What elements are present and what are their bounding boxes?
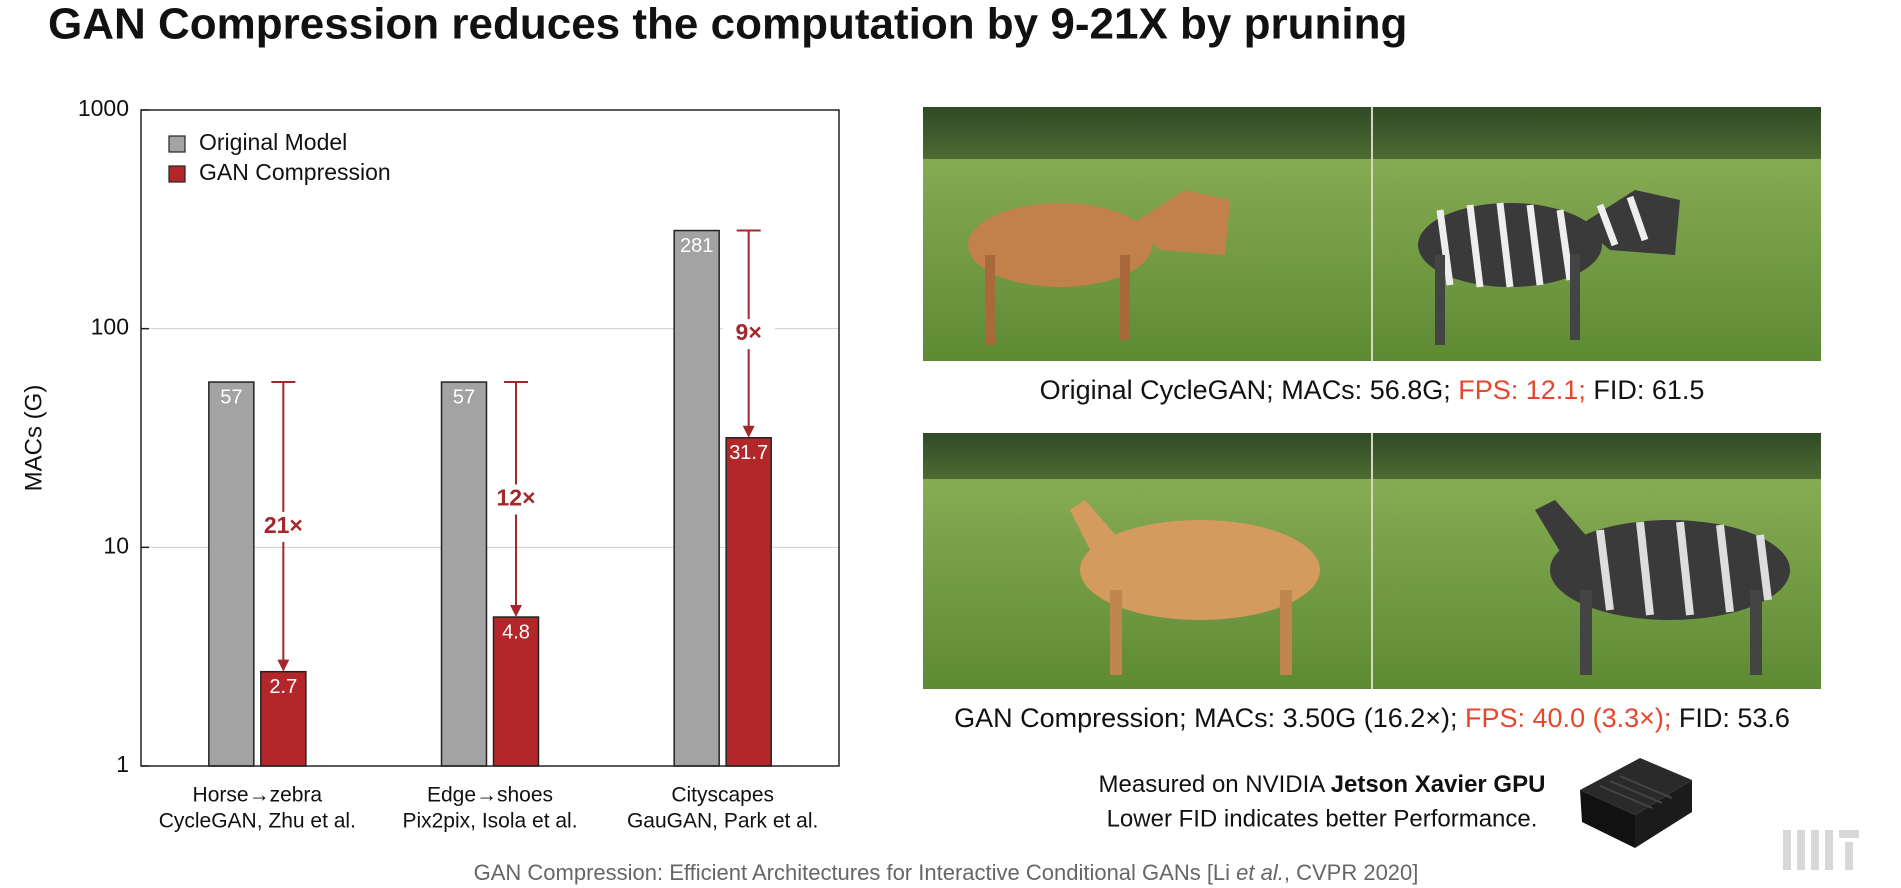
reduction-arrow-head: [277, 659, 290, 672]
photo-top: [923, 107, 1821, 361]
bar: [725, 437, 772, 767]
x-tick-label: Edge→shoes: [427, 784, 553, 807]
y-tick-label: 1000: [78, 95, 129, 121]
bar: [260, 670, 307, 767]
caption-part: GAN Compression; MACs: 3.50G (16.2×);: [954, 703, 1465, 733]
y-tick-label: 100: [91, 314, 129, 340]
x-tick-label: Horse→zebra: [193, 784, 323, 807]
reduction-label-bg: [490, 484, 542, 515]
bar: [440, 381, 488, 767]
reduction-arrow-head: [510, 605, 522, 618]
legend-swatch: [168, 135, 186, 153]
caption: GAN Compression; MACs: 3.50G (16.2×); FP…: [954, 703, 1790, 733]
reduction-label-bg: [257, 511, 310, 542]
reduction-label: 9×: [736, 319, 762, 345]
note-line: Lower FID indicates better Performance.: [1107, 805, 1538, 832]
caption-part: FID: 61.5: [1586, 375, 1705, 405]
x-tick-label: Cityscapes: [671, 784, 774, 807]
note-bold: Jetson Xavier GPU: [1331, 771, 1546, 798]
citation: GAN Compression: Efficient Architectures…: [474, 860, 1419, 885]
note-line: Measured on NVIDIA Jetson Xavier GPU: [1099, 771, 1546, 798]
caption-part: FPS: 12.1;: [1458, 375, 1586, 405]
value-label: 2.7: [269, 676, 297, 698]
gpu-icon: [1580, 758, 1692, 848]
reduction-arrow-head: [742, 425, 755, 438]
reduction-label-bg: [722, 319, 775, 350]
legend-label: GAN Compression: [199, 159, 391, 185]
citation-text: GAN Compression: Efficient Architectures…: [474, 860, 1237, 885]
value-label: 4.8: [502, 621, 530, 643]
value-label: 57: [220, 386, 242, 408]
x-tick-label: Pix2pix, Isola et al.: [402, 810, 577, 833]
value-label: 57: [453, 386, 475, 408]
y-tick-label: 10: [103, 532, 129, 558]
legend-swatch: [168, 165, 186, 183]
reduction-label: 12×: [496, 485, 535, 511]
legend-label: Original Model: [199, 129, 347, 155]
chart: 1 10 100 1000 MACs (G) Horse→zebra CycleGAN, Z…: [20, 95, 840, 833]
caption: Original CycleGAN; MACs: 56.8G; FPS: 12.…: [1040, 375, 1705, 405]
plot-frame: [140, 109, 840, 767]
x-tick-label: CycleGAN, Zhu et al.: [159, 810, 356, 833]
mit-logo: [1783, 830, 1859, 870]
caption-part: Original CycleGAN; MACs: 56.8G;: [1040, 375, 1459, 405]
caption-part: FID: 53.6: [1671, 703, 1790, 733]
y-tick-label: 1: [116, 751, 129, 777]
value-label: 281: [680, 235, 713, 257]
value-label: 31.7: [729, 442, 768, 464]
note-text: Measured on NVIDIA: [1099, 771, 1331, 798]
y-axis-label: MACs (G): [20, 385, 47, 492]
bar: [208, 381, 255, 767]
photo-bottom: [923, 433, 1821, 689]
bar: [673, 229, 720, 767]
reduction-label: 21×: [264, 512, 303, 538]
caption-part: FPS: 40.0 (3.3×);: [1465, 703, 1671, 733]
slide-title: GAN Compression reduces the computation …: [48, 0, 1407, 49]
x-tick-label: GauGAN, Park et al.: [627, 810, 818, 833]
citation-italic: et al.: [1236, 860, 1284, 885]
bar: [492, 616, 540, 767]
citation-text: , CVPR 2020]: [1284, 860, 1419, 885]
